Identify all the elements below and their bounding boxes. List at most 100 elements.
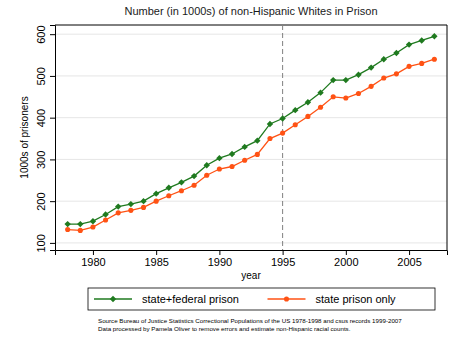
y-tick-label: 100 (35, 234, 47, 252)
data-point (153, 190, 159, 196)
x-tick-label: 2005 (397, 256, 421, 268)
data-point (381, 75, 386, 80)
y-tick-mark (50, 201, 55, 202)
grid-line (55, 201, 447, 202)
y-tick: 600 (35, 26, 55, 44)
series-markers (64, 33, 437, 227)
y-tick-label: 200 (35, 192, 47, 210)
data-point (317, 89, 323, 95)
x-tick-label: 1990 (208, 256, 232, 268)
chart: Number (in 1000s) of non-Hispanic Whites… (0, 0, 475, 346)
reference-line (282, 25, 283, 250)
data-point (242, 158, 247, 163)
data-point (431, 33, 437, 39)
data-point (267, 121, 273, 127)
x-tick: 1985 (144, 250, 168, 268)
y-tick-mark (50, 159, 55, 160)
data-point (103, 217, 108, 222)
x-tick-mark (93, 250, 94, 255)
data-point (65, 227, 70, 232)
data-point (128, 201, 134, 207)
data-point (204, 173, 209, 178)
data-point (204, 162, 210, 168)
data-point (331, 94, 336, 99)
data-point (254, 137, 260, 143)
x-tick-mark (219, 250, 220, 255)
data-point (406, 41, 412, 47)
x-tick-mark (409, 250, 410, 255)
grid (55, 34, 447, 243)
grid-line (55, 159, 447, 160)
data-point (318, 105, 323, 110)
y-tick: 500 (35, 67, 55, 85)
data-point (393, 50, 399, 56)
y-tick: 300 (35, 151, 55, 169)
data-point (293, 122, 298, 127)
legend-box (88, 288, 435, 310)
data-point (90, 218, 96, 224)
data-point (229, 164, 234, 169)
data-point (192, 183, 197, 188)
x-axis: 1980 1985 1990 1995 2000 2005 (56, 250, 448, 268)
grid-line (55, 117, 447, 118)
x-tick-label: 1980 (81, 256, 105, 268)
y-axis-title: 1000s of prisoners (19, 96, 30, 178)
data-point (178, 179, 184, 185)
y-tick: 200 (35, 192, 55, 210)
title: Number (in 1000s) of non-Hispanic Whites… (124, 5, 377, 17)
y-tick-mark (50, 243, 55, 244)
y-tick: 100 (35, 234, 55, 252)
x-tick: 2000 (334, 250, 358, 268)
data-point (90, 224, 95, 229)
x-tick: 2005 (397, 250, 421, 268)
grid-line (55, 34, 447, 35)
data-point (419, 61, 424, 66)
y-tick-label: 400 (35, 109, 47, 127)
y-tick-mark (50, 76, 55, 77)
data-point (267, 136, 272, 141)
data-point (292, 107, 298, 113)
data-point (381, 56, 387, 62)
plot-area (64, 25, 437, 250)
data-point (166, 185, 172, 191)
data-point (255, 152, 260, 157)
data-point (279, 115, 285, 121)
x-tick-label: 1995 (271, 256, 295, 268)
legend-marker (110, 296, 116, 302)
legend-label: state+federal prison (142, 293, 239, 305)
legend-entry: state+federal prison (94, 293, 239, 305)
x-tick-mark (156, 250, 157, 255)
x-tick-label: 1985 (144, 256, 168, 268)
data-point (78, 228, 83, 233)
data-point (343, 95, 348, 100)
x-tick-mark (283, 250, 284, 255)
y-axis-line (50, 26, 56, 251)
y-axis: 100 200 300 400 500 600 (35, 26, 56, 253)
series-line (68, 59, 435, 230)
data-point (394, 71, 399, 76)
data-point (77, 221, 83, 227)
data-point (191, 173, 197, 179)
data-point (115, 203, 121, 209)
data-point (343, 77, 349, 83)
note: Source Bureau of Justice Statistics Corr… (98, 317, 402, 324)
grid-line (55, 242, 447, 243)
data-point (241, 144, 247, 150)
legend-label: state prison only (316, 293, 397, 305)
data-point (356, 91, 361, 96)
data-point (166, 193, 171, 198)
data-point (154, 199, 159, 204)
y-tick-mark (50, 118, 55, 119)
data-point (216, 155, 222, 161)
data-point (419, 37, 425, 43)
x-tick: 1980 (81, 250, 105, 268)
data-point (432, 57, 437, 62)
data-point (102, 211, 108, 217)
legend-marker (284, 296, 289, 301)
data-point (407, 64, 412, 69)
series-markers (65, 57, 437, 233)
plot-background (55, 25, 447, 250)
data-point (305, 114, 310, 119)
data-point (330, 77, 336, 83)
x-axis-title: year (241, 270, 261, 281)
